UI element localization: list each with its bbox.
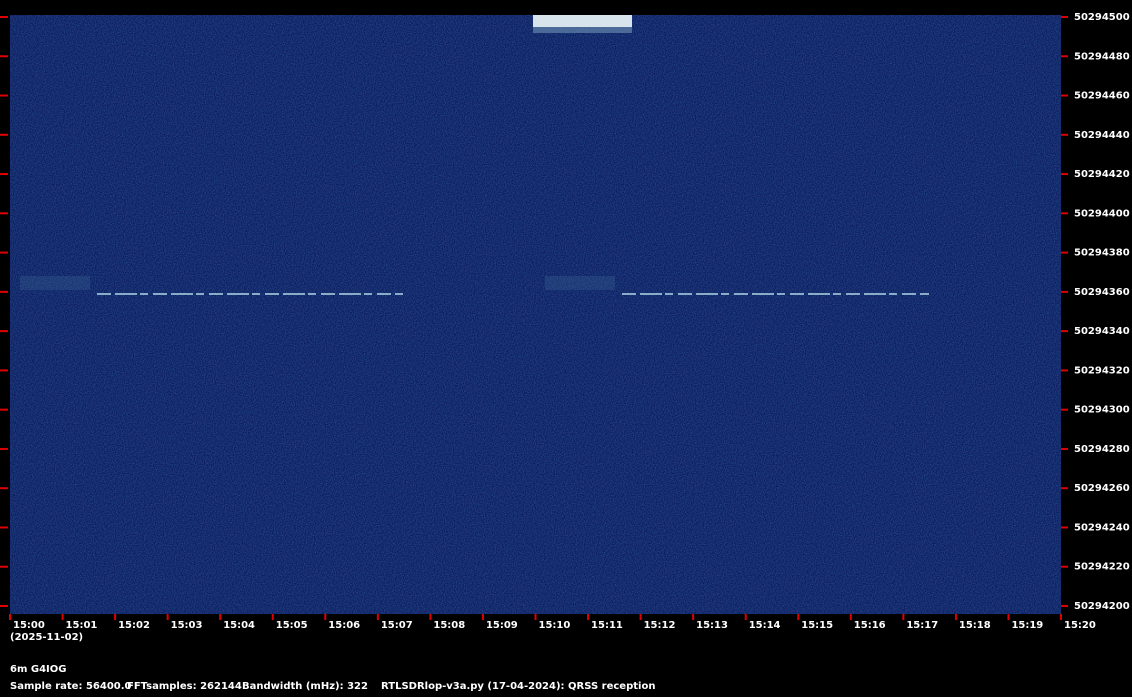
y-tick-label: 50294320 (1074, 365, 1130, 376)
signal-burst (533, 15, 632, 27)
x-tick-label: 15:11 (591, 620, 623, 631)
y-tick-label: 50294440 (1074, 130, 1130, 141)
x-tick-label: 15:02 (118, 620, 150, 631)
y-tick-label: 50294240 (1074, 522, 1130, 533)
sample-rate: Sample rate: 56400.0 (10, 681, 132, 692)
x-tick-label: 15:17 (906, 620, 938, 631)
y-tick-label: 50294500 (1074, 12, 1130, 23)
x-tick-label: 15:12 (644, 620, 676, 631)
signal-burst-fade (533, 27, 632, 33)
x-tick-label: 15:15 (801, 620, 833, 631)
x-tick-label: 15:00 (13, 620, 45, 631)
x-tick-label: 15:05 (276, 620, 308, 631)
y-tick-label: 50294460 (1074, 91, 1130, 102)
date-label: (2025-11-02) (10, 632, 83, 643)
y-tick-label: 50294360 (1074, 287, 1130, 298)
x-tick-label: 15:09 (486, 620, 518, 631)
y-tick-label: 50294280 (1074, 444, 1130, 455)
program: RTLSDRlop-v3a.py (17-04-2024): QRSS rece… (381, 681, 655, 692)
y-tick-label: 50294300 (1074, 405, 1130, 416)
x-tick-label: 15:07 (381, 620, 413, 631)
waterfall-noise (10, 15, 1061, 614)
x-tick-label: 15:10 (539, 620, 571, 631)
x-tick-label: 15:08 (433, 620, 465, 631)
y-tick-label: 50294260 (1074, 483, 1130, 494)
x-tick-label: 15:20 (1064, 620, 1096, 631)
station: 6m G4IOG (10, 664, 66, 675)
x-tick-label: 15:03 (171, 620, 203, 631)
y-tick-label: 50294420 (1074, 169, 1130, 180)
x-tick-label: 15:19 (1011, 620, 1043, 631)
y-tick-label: 50294340 (1074, 326, 1130, 337)
y-tick-label: 50294400 (1074, 208, 1130, 219)
y-tick-label: 50294220 (1074, 562, 1130, 573)
x-tick-label: 15:14 (749, 620, 781, 631)
fft-samples: FFTsamples: 262144 (127, 681, 242, 692)
bandwidth: Bandwidth (mHz): 322 (242, 681, 368, 692)
x-tick-label: 15:16 (854, 620, 886, 631)
x-tick-label: 15:18 (959, 620, 991, 631)
x-tick-label: 15:01 (66, 620, 98, 631)
x-tick-label: 15:04 (223, 620, 255, 631)
x-tick-label: 15:13 (696, 620, 728, 631)
y-tick-label: 50294480 (1074, 51, 1130, 62)
y-tick-label: 50294380 (1074, 248, 1130, 259)
x-tick-label: 15:06 (328, 620, 360, 631)
y-tick-label: 50294200 (1074, 601, 1130, 612)
signal-trace (20, 276, 929, 295)
